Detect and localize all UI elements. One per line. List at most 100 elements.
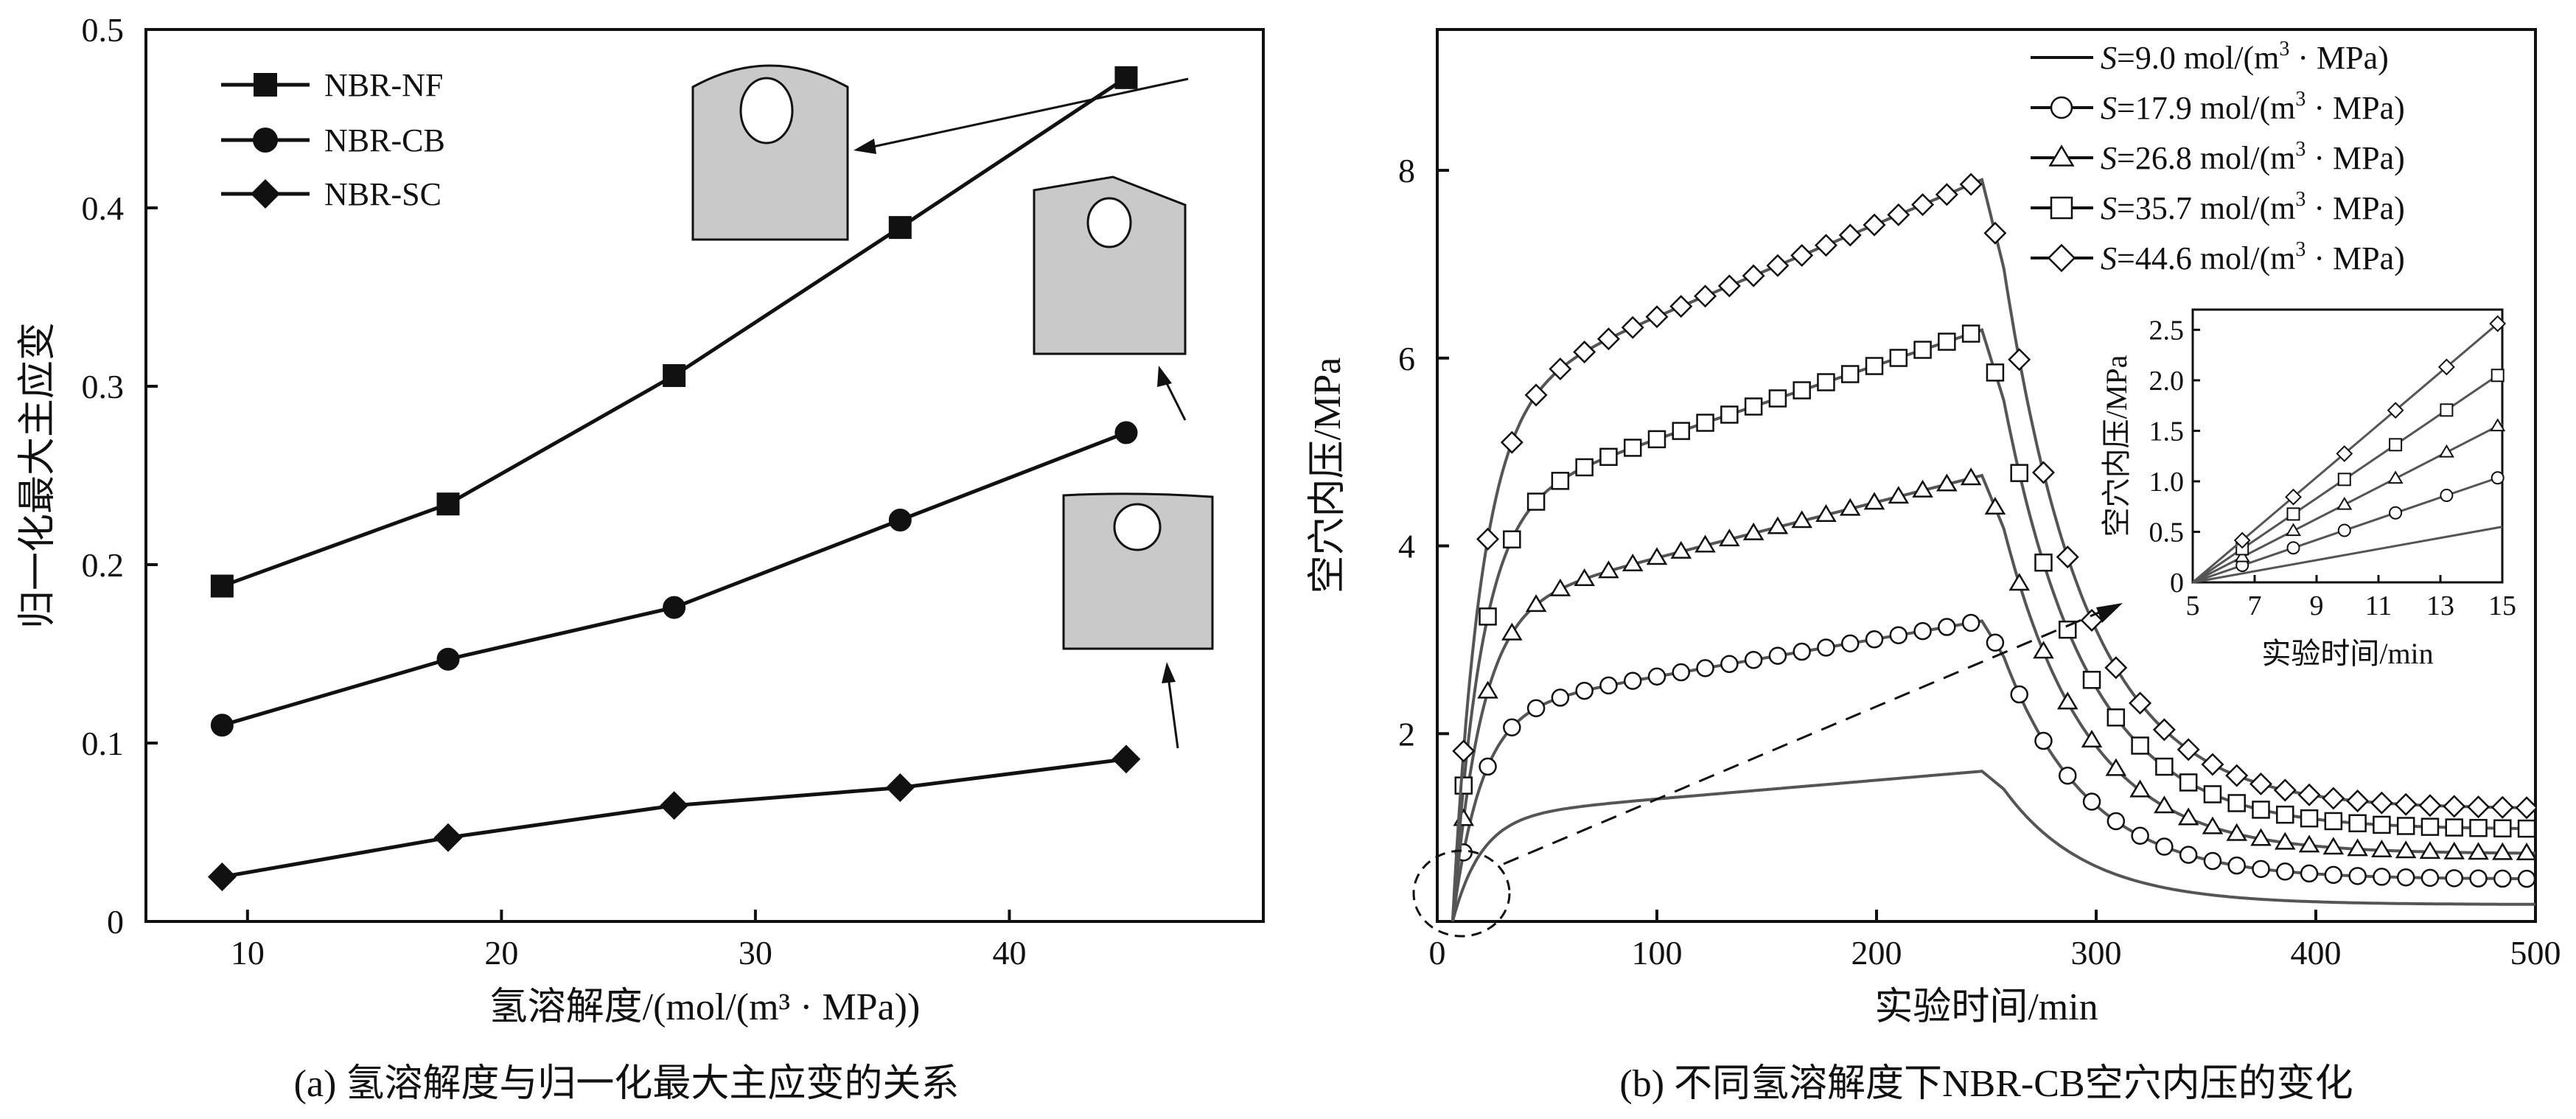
inset-data-point-3	[2389, 438, 2403, 452]
legend-b-marker	[2048, 144, 2075, 167]
legend-b-label: S=26.8 mol/(m3 · MPa)	[2101, 138, 2405, 176]
data-point-b-4	[1790, 243, 1814, 268]
data-point-b-4	[2297, 783, 2321, 806]
inset-series	[2192, 315, 2507, 584]
inset-data-point-4	[2489, 315, 2507, 332]
data-point-b-1	[1503, 718, 1521, 736]
data-point-b-2	[2129, 779, 2151, 798]
legend-a-marker-circle	[253, 128, 278, 153]
legend-b-unit: · MPa)	[2306, 90, 2404, 126]
x-tick-label-b: 100	[1632, 934, 1683, 972]
data-point-b-3	[2276, 805, 2294, 824]
legend-b-value: =26.8 mol/(m	[2117, 140, 2295, 176]
data-point-b-1	[2106, 812, 2126, 831]
legend-a-label-nf: NBR-NF	[324, 67, 443, 103]
data-point-b-3	[1768, 389, 1787, 408]
data-point-b-1	[2324, 865, 2343, 885]
data-point-b-1	[2348, 867, 2367, 885]
data-point-a-0	[888, 216, 912, 240]
data-point-b-4	[1814, 234, 1837, 257]
legend-b-label: S=44.6 mol/(m3 · MPa)	[2101, 238, 2405, 276]
data-point-b-4	[2056, 545, 2079, 569]
data-point-b-2	[1742, 522, 1765, 540]
inset-y-axis-label: 空穴内压/MPa	[2100, 355, 2133, 537]
data-point-b-1	[1961, 613, 1980, 632]
data-point-b-1	[1865, 630, 1884, 649]
data-point-b-3	[1672, 422, 1691, 440]
inset-data-point-4	[2336, 445, 2353, 462]
data-point-b-2	[1839, 498, 1861, 516]
data-point-b-3	[2348, 814, 2367, 833]
data-point-b-1	[2082, 792, 2101, 811]
data-point-b-3	[1551, 472, 1570, 490]
y-tick-label-a: 0.2	[82, 546, 125, 584]
data-point-a-2	[433, 823, 463, 852]
legend-b-symbol: S	[2101, 190, 2117, 226]
data-point-b-2	[1646, 547, 1668, 565]
data-point-b-1	[2493, 869, 2512, 888]
plot-b-frame	[1436, 28, 2537, 923]
series-line-a-1	[221, 430, 1127, 728]
data-point-b-3	[1526, 492, 1546, 511]
inset-data-point-3	[2337, 473, 2351, 487]
data-point-b-3	[2010, 464, 2028, 482]
data-point-b-4	[1621, 316, 1644, 339]
data-point-b-1	[2276, 862, 2294, 881]
data-point-b-4	[1573, 340, 1596, 363]
data-point-b-1	[2252, 860, 2270, 879]
data-point-a-0	[436, 492, 460, 516]
data-point-b-2	[2202, 816, 2224, 834]
pointer-arrows-a	[854, 77, 1189, 749]
zoom-indicator	[1412, 603, 2123, 938]
x-tick-label-b: 200	[1851, 934, 1902, 972]
data-point-b-1	[2155, 837, 2174, 856]
x-tick-label-b: 300	[2071, 934, 2122, 972]
data-point-a-2	[885, 773, 915, 802]
data-point-b-1	[1696, 659, 1714, 677]
data-point-b-3	[2106, 708, 2126, 727]
data-point-b-3	[2396, 817, 2415, 835]
data-point-b-3	[2131, 736, 2149, 755]
inset-x-tick-label: 15	[2488, 590, 2516, 621]
x-tick-label-a: 40	[992, 934, 1026, 972]
inset-data-point-3	[2491, 369, 2505, 383]
data-point-b-2	[1791, 510, 1812, 529]
data-point-b-2	[1863, 492, 1885, 510]
data-point-b-1	[1938, 618, 1956, 636]
data-point-b-3	[2179, 773, 2198, 792]
data-point-b-4	[1742, 264, 1765, 287]
data-point-b-4	[2394, 792, 2418, 816]
data-point-b-1	[1599, 676, 1618, 695]
data-point-b-3	[1503, 530, 1521, 548]
data-point-b-2	[1912, 479, 1933, 498]
data-point-b-2	[1670, 540, 1692, 559]
series-line-b-0	[1451, 770, 2535, 921]
inset-x-tick-label: 9	[2310, 590, 2324, 621]
panel-a: 10 20 30 40 0 0.1 0.2 0.3 0.4 0.5 NBR-NF NBR-CB N…	[17, 11, 1265, 1105]
legend-b-value: =17.9 mol/(m	[2117, 90, 2295, 126]
legend-a-label-sc: NBR-SC	[324, 176, 441, 212]
inset-data-point-1	[2440, 489, 2454, 503]
data-point-b-4	[1935, 183, 1958, 206]
data-point-b-3	[2082, 671, 2101, 689]
x-axis-label-b: 实验时间/min	[1874, 986, 2098, 1028]
legend-b-value: =35.7 mol/(m	[2117, 190, 2295, 226]
data-point-b-1	[1889, 626, 1908, 644]
data-point-b-1	[2010, 685, 2028, 704]
data-point-b-4	[1911, 193, 1935, 217]
legend-a-marker-diamond	[251, 179, 280, 209]
data-point-b-2	[2395, 840, 2417, 859]
data-point-b-4	[1596, 327, 1620, 351]
data-point-b-2	[2177, 807, 2199, 826]
data-point-b-1	[1793, 642, 1811, 661]
data-point-b-2	[2081, 729, 2103, 747]
inset-x-tick-label: 13	[2426, 590, 2454, 621]
y-tick-label-a: 0.5	[82, 11, 125, 49]
data-point-b-2	[1767, 516, 1789, 534]
data-point-a-2	[660, 791, 689, 820]
data-point-b-3	[2373, 815, 2391, 834]
caption-a: (a) 氢溶解度与归一化最大主应变的关系	[294, 1063, 960, 1105]
y-axis-label-b: 空穴内压/MPa	[1307, 358, 1349, 594]
data-point-a-1	[210, 714, 234, 737]
